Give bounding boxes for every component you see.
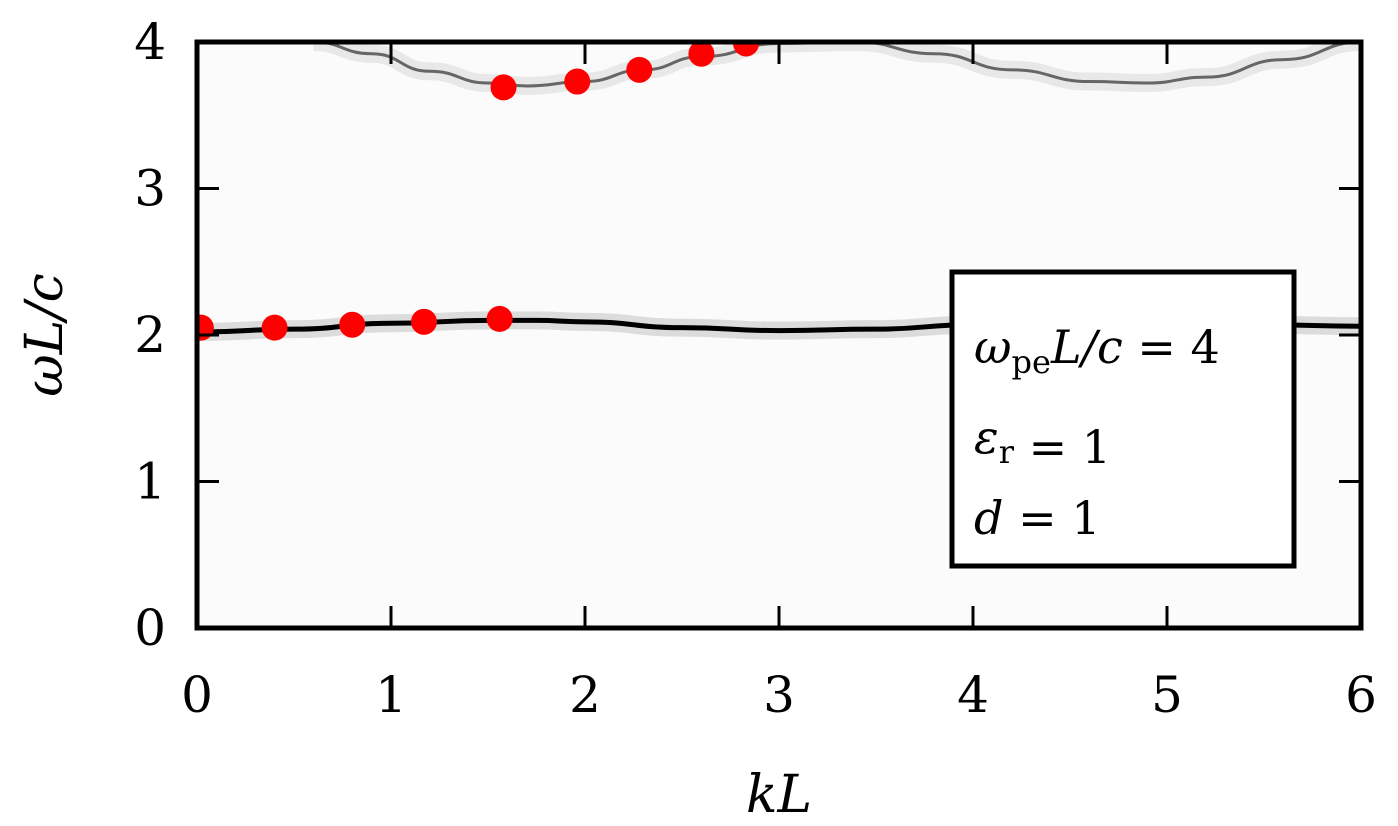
x-tick-label: 3	[763, 666, 795, 724]
data-point	[197, 314, 214, 341]
x-tick-label: 6	[1345, 666, 1377, 724]
y-tick-label: 1	[134, 453, 166, 511]
y-tick-label: 2	[134, 306, 166, 364]
legend-box: ωpeL/c = 4 εr = 1 d = 1	[949, 269, 1297, 569]
legend-line: ωpeL/c = 4	[974, 320, 1220, 381]
data-point	[410, 308, 437, 335]
data-points	[197, 42, 760, 341]
data-point	[733, 42, 760, 57]
y-axis-label: ωL/c	[15, 273, 75, 397]
data-point	[490, 74, 517, 101]
x-axis-label: kL	[746, 765, 812, 825]
x-tick-label: 2	[569, 666, 601, 724]
x-tick-label: 0	[181, 666, 213, 724]
legend-frame	[949, 269, 1297, 569]
y-tick-label: 3	[134, 160, 166, 218]
legend-line: d = 1	[974, 491, 1101, 545]
x-tick-label: 5	[1151, 666, 1183, 724]
data-point	[261, 314, 288, 341]
y-tick-label: 0	[134, 599, 166, 657]
axis-ticks: 0 1 2 3 4 5 6 0 1 2 3 4	[134, 13, 1377, 724]
y-tick-label: 4	[134, 13, 166, 71]
data-point	[626, 56, 653, 83]
legend-line: εr = 1	[974, 410, 1111, 474]
x-tick-label: 1	[375, 666, 407, 724]
data-point	[486, 305, 513, 332]
x-tick-label: 4	[957, 666, 989, 724]
data-point	[688, 42, 715, 67]
data-point	[564, 68, 591, 95]
data-point	[339, 311, 366, 338]
